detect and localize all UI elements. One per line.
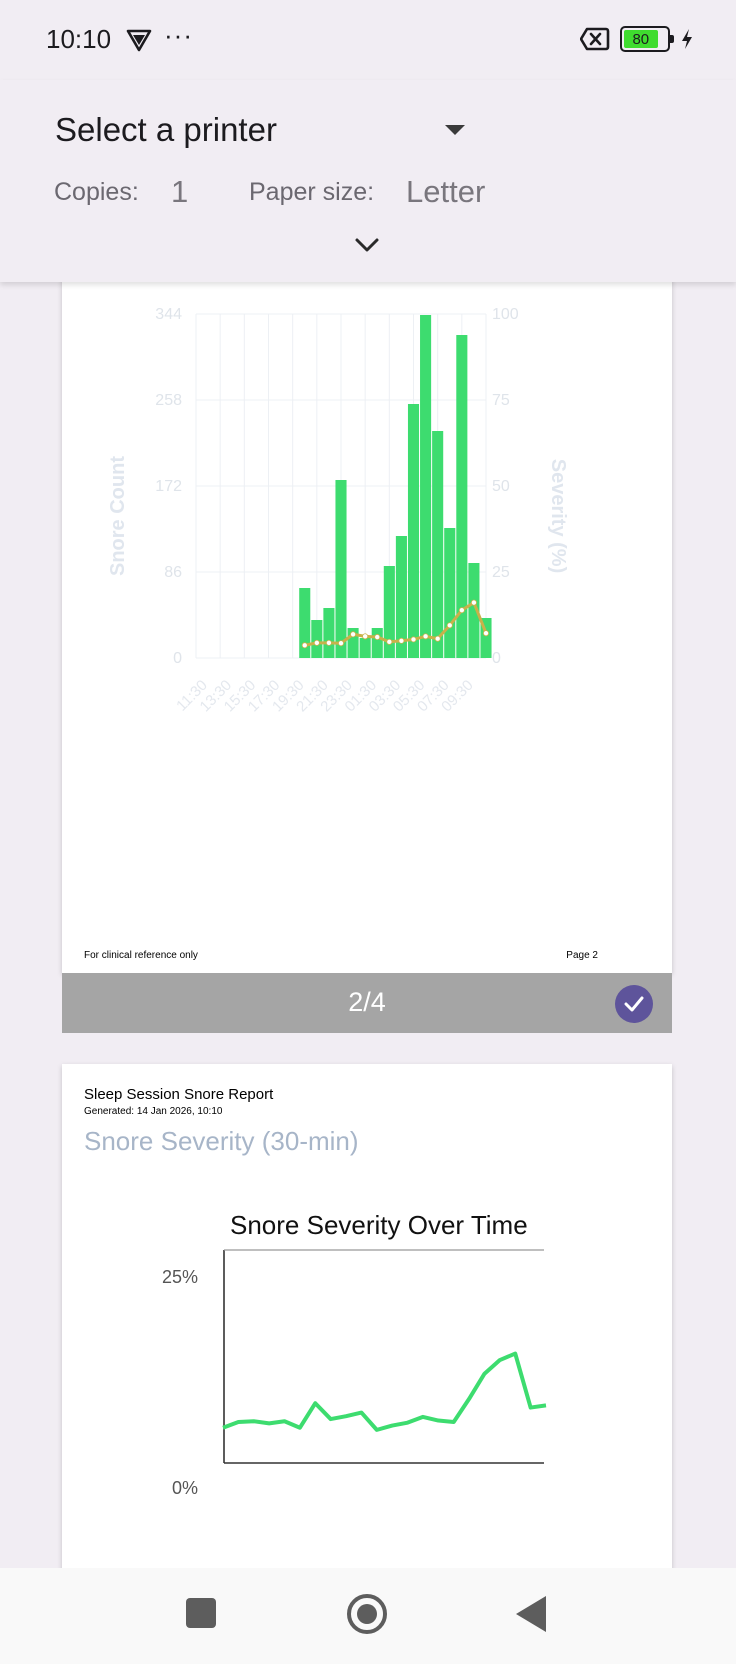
severity-point xyxy=(301,642,308,649)
bar xyxy=(335,480,347,658)
status-right-icons: 80 xyxy=(580,26,694,52)
y-tick-label: 0% xyxy=(172,1478,198,1498)
severity-point xyxy=(362,633,369,640)
bar xyxy=(371,628,383,658)
battery-level: 80 xyxy=(624,30,658,48)
copies-value[interactable]: 1 xyxy=(171,174,189,209)
vpn-icon xyxy=(126,29,152,52)
bar xyxy=(432,431,444,658)
severity-point xyxy=(398,637,405,644)
page-footer-note: For clinical reference only xyxy=(84,950,198,961)
severity-point xyxy=(446,622,453,629)
bar xyxy=(407,404,420,658)
expand-options-chevron-icon[interactable] xyxy=(354,236,380,254)
page-footer-number: Page 2 xyxy=(566,950,598,961)
severity-point xyxy=(374,634,381,641)
home-button[interactable] xyxy=(347,1594,387,1634)
bar xyxy=(395,536,407,658)
y-tick-label: 25% xyxy=(162,1267,198,1287)
y-tick-label: 0 xyxy=(173,650,182,667)
recents-button[interactable] xyxy=(186,1598,216,1628)
y-tick-label: 172 xyxy=(155,478,182,495)
bar xyxy=(347,628,359,658)
bar xyxy=(299,588,311,658)
status-time: 10:10 xyxy=(46,24,112,54)
dropdown-arrow-icon xyxy=(445,125,465,135)
back-button[interactable] xyxy=(516,1596,546,1632)
battery-icon: 80 xyxy=(620,26,674,52)
bar xyxy=(468,563,480,658)
bar xyxy=(323,608,335,658)
bar xyxy=(480,618,492,658)
severity-point xyxy=(325,639,332,646)
section-heading: Snore Severity (30-min) xyxy=(84,1126,359,1156)
y2-tick-label: 0 xyxy=(492,650,501,667)
y2-axis-label: Severity (%) xyxy=(547,459,569,574)
status-bar: 10:10 ··· 80 xyxy=(0,0,736,80)
navigation-bar xyxy=(0,1568,736,1664)
severity-point xyxy=(482,630,489,637)
report-title: Sleep Session Snore Report xyxy=(84,1086,274,1103)
severity-point xyxy=(434,635,441,642)
page-preview[interactable]: 0 86 172 258 344 0 25 50 75 100 11:30 13:30 15:30 17:… xyxy=(62,270,672,973)
severity-point xyxy=(313,639,320,646)
status-overflow-dots: ··· xyxy=(164,20,193,50)
y2-tick-label: 75 xyxy=(492,392,510,409)
bar xyxy=(456,335,468,658)
severity-point xyxy=(386,638,393,645)
chart-title: Snore Severity Over Time xyxy=(230,1210,528,1240)
severity-point xyxy=(470,599,477,606)
severity-line xyxy=(222,1351,547,1432)
snore-severity-chart: 25% 0% xyxy=(162,1249,547,1498)
page-selected-check-icon[interactable] xyxy=(615,985,653,1023)
y-tick-label: 86 xyxy=(164,564,182,581)
check-icon xyxy=(624,996,644,1012)
severity-point xyxy=(337,640,344,647)
copies-label: Copies: xyxy=(54,178,139,206)
page-number: 2/4 xyxy=(348,987,386,1017)
snore-count-chart: 086172258344025507510011:3013:3015:3017:… xyxy=(107,306,569,715)
y-axis-label: Snore Count xyxy=(107,456,129,576)
severity-line xyxy=(304,600,488,647)
severity-point xyxy=(410,636,417,643)
y-tick-label: 344 xyxy=(155,306,182,323)
severity-point xyxy=(422,633,429,640)
paper-size-label: Paper size: xyxy=(249,178,375,206)
charging-icon xyxy=(682,29,692,49)
page-indicator-bar[interactable]: 2/4 xyxy=(62,973,672,1033)
paper-size-value[interactable]: Letter xyxy=(406,174,486,209)
report-generated-date: Generated: 14 Jan 2026, 10:10 xyxy=(84,1106,223,1117)
bar xyxy=(311,620,323,658)
bar xyxy=(359,638,371,658)
print-options-panel: Select a printer Copies: 1 Paper size: L… xyxy=(0,80,736,282)
severity-point xyxy=(350,631,357,638)
severity-point xyxy=(458,607,465,614)
y2-tick-label: 100 xyxy=(492,306,519,323)
bar xyxy=(420,315,432,658)
page-preview[interactable]: Sleep Session Snore Report Generated: 14… xyxy=(62,1064,672,1584)
printer-dropdown-label: Select a printer xyxy=(55,111,277,148)
y2-tick-label: 25 xyxy=(492,564,510,581)
bar xyxy=(383,566,395,658)
y2-tick-label: 50 xyxy=(492,478,510,495)
y-tick-label: 258 xyxy=(155,392,182,409)
sim-off-icon xyxy=(580,27,610,51)
printer-dropdown[interactable]: Select a printer xyxy=(55,102,465,158)
bar xyxy=(444,528,456,658)
